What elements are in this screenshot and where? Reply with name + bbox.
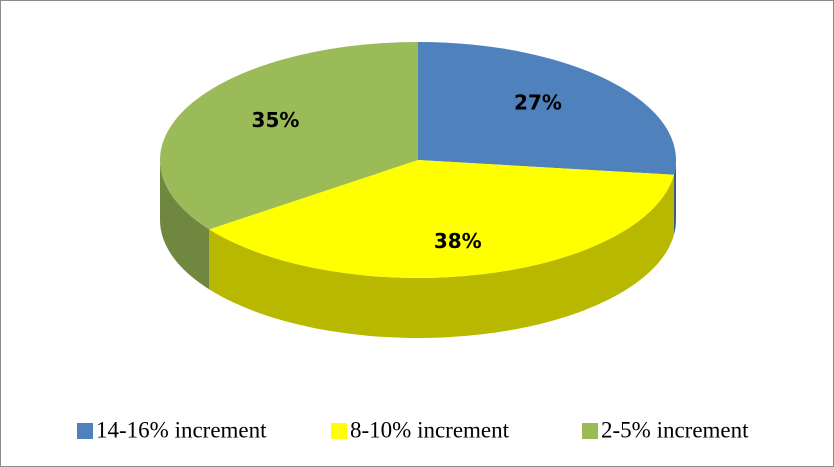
pie: 27% 38% 35% [160, 42, 677, 338]
data-label: 27% [514, 90, 562, 114]
data-label: 38% [434, 229, 482, 253]
legend-swatch [77, 423, 93, 439]
pie-slice-side [673, 160, 676, 235]
pie-slice [209, 160, 674, 279]
legend-swatch [582, 423, 598, 439]
pie-slice [418, 42, 677, 175]
pie-slice-side [160, 160, 210, 290]
data-label: 35% [252, 108, 300, 132]
pie-slice-side [209, 174, 674, 338]
legend-label: 14-16% increment [96, 417, 267, 442]
legend: 14-16% increment 8-10% increment 2-5% incr… [77, 417, 749, 442]
pie-slice [160, 42, 419, 230]
legend-label: 8-10% increment [350, 417, 510, 442]
legend-swatch [331, 423, 347, 439]
legend-label: 2-5% increment [601, 417, 749, 442]
